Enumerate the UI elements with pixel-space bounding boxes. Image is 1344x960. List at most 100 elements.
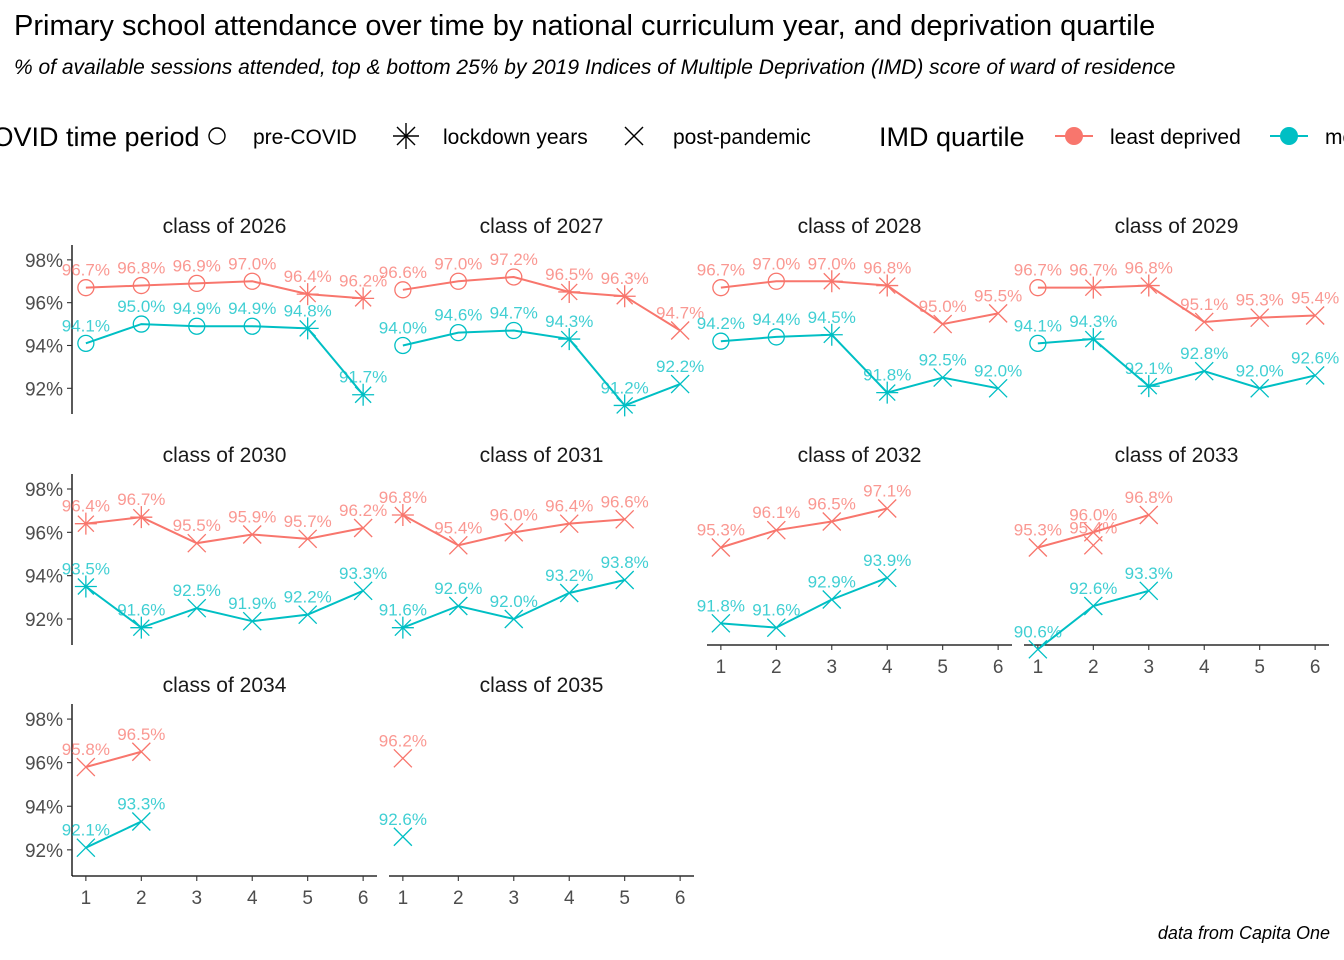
data-label: 95.5% <box>974 286 1022 305</box>
data-label: 96.7% <box>1069 261 1117 280</box>
point-post-pandemic <box>988 303 1008 323</box>
data-label: 92.6% <box>434 579 482 598</box>
x-tick-label: 3 <box>508 888 519 909</box>
point-post-pandemic <box>766 520 786 540</box>
point-post-pandemic <box>711 538 731 557</box>
series-least-deprived: 95.3% 96.0% 96.8% 95.4% <box>1014 488 1173 557</box>
data-label: 95.8% <box>62 740 110 759</box>
panel-class-of-2027: class of 2027 96.6% 97.0% 97.2% 96.5% 96.3% 94… <box>379 215 704 417</box>
series-line <box>85 820 142 849</box>
series-most-deprived: 94.1% 94.3% 92.1% 92.8% 92.0% 92.6% <box>1014 312 1339 398</box>
legend-label-post-pandemic: post-pandemic <box>673 126 811 149</box>
point-pre-covid <box>394 281 412 299</box>
point-pre-covid <box>449 272 467 290</box>
data-label: 96.7% <box>117 490 165 509</box>
point-post-pandemic <box>615 570 635 590</box>
data-label: 95.3% <box>1236 291 1284 310</box>
data-label: 94.7% <box>656 304 704 323</box>
data-label: 95.0% <box>117 297 165 316</box>
point-lockdown <box>1137 274 1160 297</box>
series-line <box>85 750 142 768</box>
data-label: 97.0% <box>808 254 856 273</box>
data-label: 94.3% <box>545 312 593 331</box>
data-label: 96.2% <box>339 271 387 290</box>
point-post-pandemic <box>1250 308 1270 328</box>
point-post-pandemic <box>242 525 262 544</box>
series-line <box>85 323 364 396</box>
data-label: 94.1% <box>1014 316 1062 335</box>
data-label: 92.0% <box>974 361 1022 380</box>
x-tick-label: 6 <box>675 888 686 909</box>
point-pre-covid <box>712 332 730 350</box>
point-lockdown <box>613 285 636 308</box>
data-label: 97.0% <box>228 254 276 273</box>
legend-label-pre-covid: pre-COVID <box>253 126 357 149</box>
series-least-deprived: 96.2% <box>379 731 427 768</box>
point-lockdown <box>876 274 899 297</box>
series-line <box>402 275 681 332</box>
panel-class-of-2030: class of 2030 92% 94% 96% 98%96.4% 96.7% 95.5%… <box>25 444 387 645</box>
series-least-deprived: 95.3% 96.1% 96.5% 97.1% <box>697 482 911 557</box>
data-label: 92.0% <box>1236 361 1284 380</box>
data-label: 93.8% <box>601 553 649 572</box>
point-lockdown <box>820 270 843 293</box>
data-label: 96.5% <box>808 495 856 514</box>
data-label: 96.8% <box>379 488 427 507</box>
data-label: 91.9% <box>228 594 276 613</box>
series-least-deprived: 96.4% 96.7% 95.5% 95.9% 95.7% 96.2% <box>62 490 387 553</box>
panel-class-of-2034: class of 2034 92% 94% 96% 98% 1 2 3 4 5 6 95.8% 96.5… <box>25 674 377 909</box>
point-pre-covid <box>1029 279 1047 297</box>
point-pre-covid <box>394 336 412 355</box>
panel-strip-label: class of 2034 <box>163 674 287 697</box>
point-post-pandemic <box>670 374 690 394</box>
point-post-pandemic <box>1250 378 1270 398</box>
point-post-pandemic <box>504 609 524 629</box>
series-line <box>85 516 364 545</box>
legend-key-dot-most <box>1280 127 1298 145</box>
x-tick-label: 6 <box>993 657 1004 678</box>
series-line <box>720 576 888 629</box>
data-label: 96.0% <box>490 505 538 524</box>
point-post-pandemic <box>1083 522 1103 542</box>
data-label: 94.9% <box>228 299 276 318</box>
series-least-deprived: 96.7% 97.0% 97.0% 96.8% 95.0% 95.5% <box>697 254 1022 334</box>
point-post-pandemic <box>711 613 731 633</box>
data-label: 91.6% <box>117 601 165 620</box>
point-lockdown <box>613 394 636 417</box>
panel-class-of-2029: class of 2029 96.7% 96.7% 96.8% 95.1% 95.3% 95… <box>1014 215 1339 398</box>
point-post-pandemic <box>187 533 207 553</box>
point-post-pandemic <box>298 529 318 549</box>
data-label: 92.8% <box>1180 344 1228 363</box>
series-line <box>720 507 888 549</box>
data-label: 91.8% <box>697 596 745 615</box>
data-label: 93.9% <box>863 551 911 570</box>
point-lockdown <box>820 323 843 346</box>
data-label: 97.2% <box>490 250 538 269</box>
data-label: 96.8% <box>863 259 911 278</box>
y-tick-label: 94% <box>25 797 63 818</box>
x-tick-label: 4 <box>247 888 258 909</box>
legend-label-most: most deprived <box>1325 126 1344 149</box>
series-line <box>720 280 999 326</box>
point-lockdown <box>296 317 319 340</box>
data-label: 92.0% <box>490 592 538 611</box>
data-label: 93.2% <box>545 566 593 585</box>
series-most-deprived: 92.6% <box>379 810 427 847</box>
data-label: 96.0% <box>1069 505 1117 524</box>
data-label: 95.3% <box>1014 521 1062 540</box>
x-tick-label: 6 <box>1310 657 1321 678</box>
data-label: 96.7% <box>62 261 110 280</box>
point-pre-covid <box>712 279 730 297</box>
point-lockdown <box>876 381 899 404</box>
panel-class-of-2035: class of 2035 1 2 3 4 5 6 96.2% 92.6% <box>379 674 694 909</box>
data-label: 95.3% <box>697 521 745 540</box>
data-label: 92.2% <box>284 588 332 607</box>
data-label: 96.6% <box>601 492 649 511</box>
data-label: 91.7% <box>339 368 387 387</box>
data-label: 90.6% <box>1014 622 1062 641</box>
data-label: 95.4% <box>1291 289 1339 308</box>
x-tick-label: 5 <box>1254 657 1265 678</box>
data-label: 96.4% <box>545 497 593 516</box>
